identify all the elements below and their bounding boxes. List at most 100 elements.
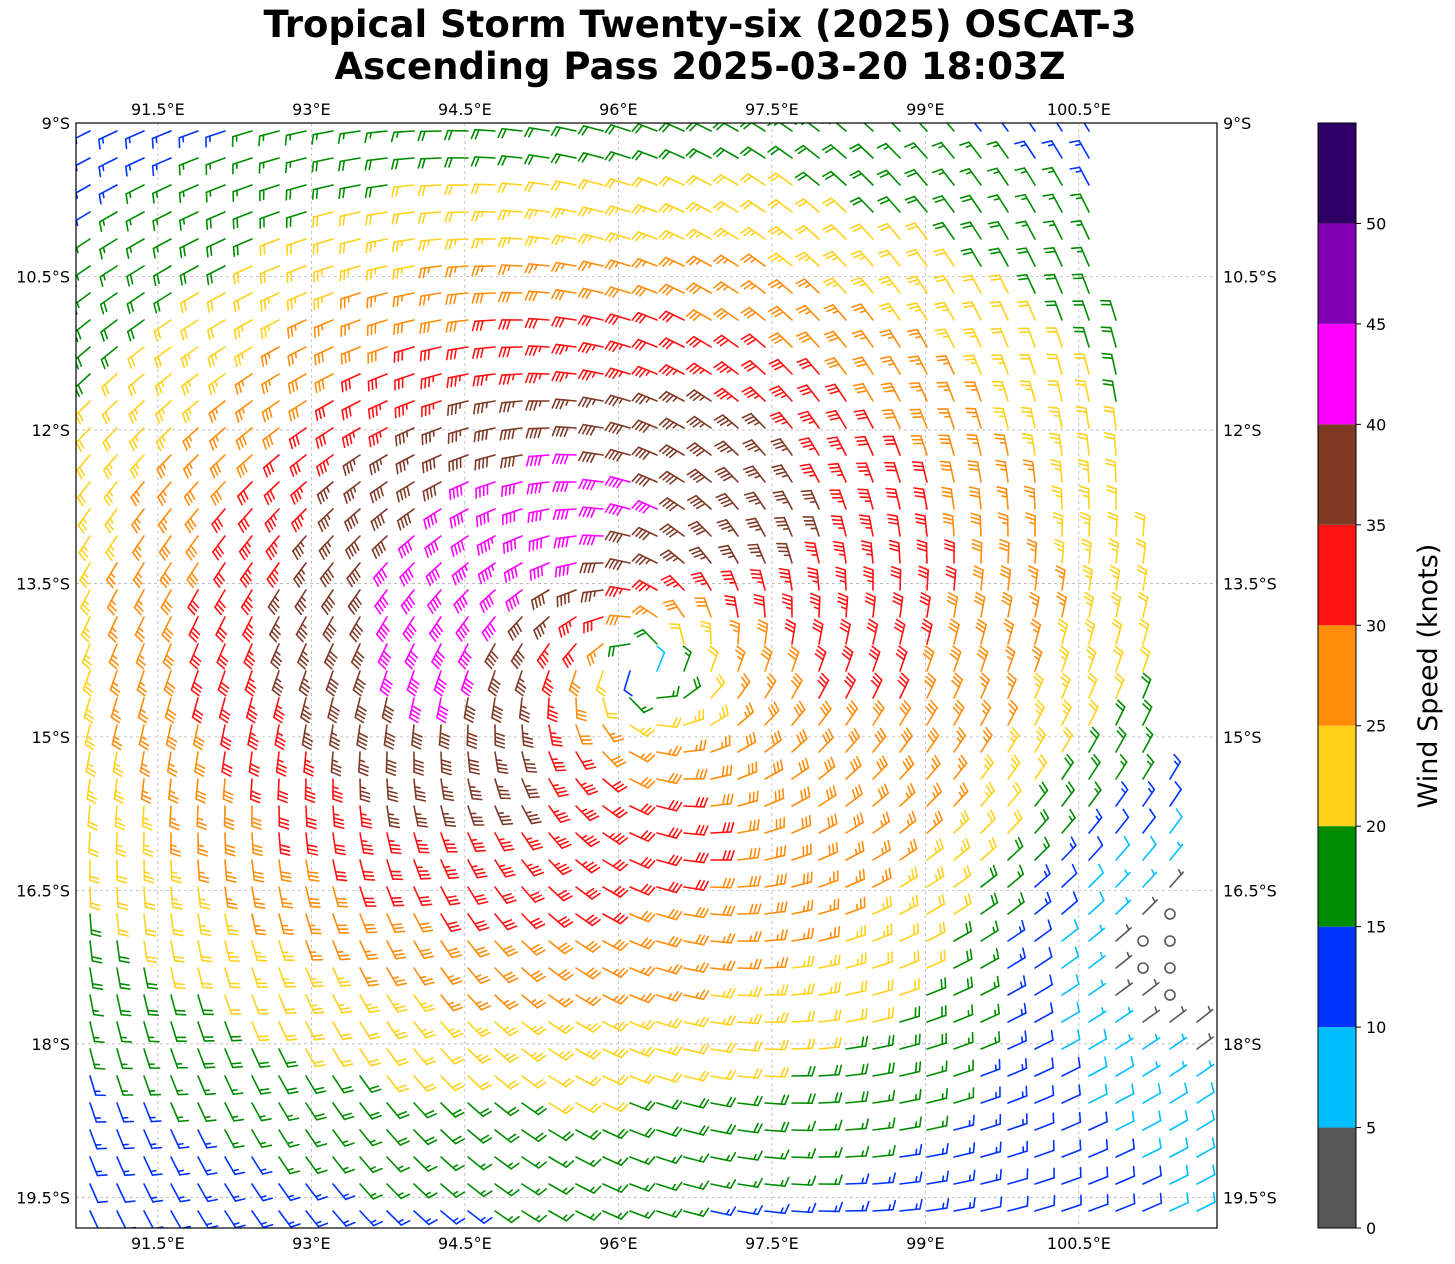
- wind-barb: [338, 157, 361, 172]
- wind-barb: [767, 225, 793, 240]
- wind-barb: [767, 172, 793, 186]
- wind-barb: [444, 129, 469, 141]
- lat-tick-label-right: 18°S: [1223, 1035, 1262, 1054]
- wind-barb: [179, 292, 199, 314]
- wind-barb: [963, 354, 982, 375]
- wind-barb: [1088, 1111, 1108, 1131]
- wind-barb: [818, 869, 839, 888]
- wind-barb: [548, 1156, 575, 1168]
- wind-barb: [818, 728, 834, 753]
- wind-barb: [926, 1170, 949, 1185]
- wind-barb: [1088, 1056, 1108, 1077]
- wind-barb: [764, 788, 785, 807]
- wind-barb: [116, 1048, 133, 1070]
- wind-barb: [895, 645, 908, 672]
- wind-barb: [791, 1202, 817, 1214]
- wind-barb: [926, 949, 947, 969]
- wind-barb: [849, 223, 874, 240]
- wind-barb: [953, 1142, 976, 1158]
- wind-barb: [498, 319, 523, 330]
- wind-barb: [764, 901, 788, 915]
- wind-barb: [170, 1102, 190, 1123]
- wind-barb: [494, 1129, 520, 1143]
- wind-barb: [575, 1210, 602, 1221]
- wind-barb: [278, 1021, 298, 1041]
- lat-tick-label-right: 12°S: [1223, 421, 1262, 440]
- wind-barb: [996, 485, 1009, 510]
- wind-barb: [182, 427, 199, 451]
- wind-barb: [143, 1021, 160, 1043]
- wind-barb: [878, 302, 901, 321]
- wind-barb: [76, 238, 91, 260]
- wind-barb: [877, 249, 901, 267]
- wind-barb: [1088, 952, 1106, 969]
- wind-barb: [904, 142, 928, 159]
- wind-barb: [1070, 246, 1090, 267]
- lon-tick-label-top: 100.5°E: [1047, 100, 1111, 119]
- wind-barb: [305, 994, 325, 1014]
- wind-barb: [710, 1179, 737, 1189]
- wind-barb: [631, 365, 658, 378]
- wind-barb: [1115, 1138, 1135, 1158]
- wind-barb: [1051, 485, 1063, 510]
- wind-barb: [602, 1210, 629, 1220]
- wind-barb: [737, 1068, 763, 1079]
- wind-barb: [682, 645, 692, 672]
- wind-barb: [1137, 591, 1149, 618]
- wind-barb: [170, 1129, 190, 1149]
- wind-barb: [153, 319, 172, 342]
- wind-barb: [794, 144, 820, 159]
- wind-barb: [266, 562, 280, 588]
- wind-barb: [548, 1129, 575, 1142]
- wind-barb: [366, 292, 388, 309]
- wind-barb: [467, 886, 489, 905]
- wind-barb: [1044, 300, 1063, 321]
- wind-barb: [1103, 405, 1117, 429]
- wind-barb: [1164, 962, 1176, 974]
- wind-barb: [710, 793, 734, 807]
- wind-barb: [338, 184, 361, 200]
- wind-barb: [143, 967, 159, 990]
- wind-barb: [551, 343, 577, 355]
- wind-barb: [575, 805, 600, 822]
- wind-barb: [139, 751, 151, 778]
- wind-barb: [795, 304, 820, 321]
- wind-barb: [629, 1209, 656, 1219]
- wind-barb: [737, 875, 762, 888]
- wind-barb: [524, 317, 550, 329]
- wind-barb: [134, 616, 145, 643]
- wind-barb: [818, 1064, 843, 1077]
- wind-barb: [369, 454, 388, 476]
- wind-barb: [497, 209, 523, 221]
- wind-barb: [953, 865, 972, 888]
- wind-barb: [467, 913, 490, 932]
- wind-barb: [332, 1210, 356, 1227]
- wind-barb: [494, 1102, 520, 1117]
- wind-barb: [359, 1210, 384, 1227]
- wind-barb: [1018, 354, 1036, 375]
- wind-barb: [332, 1129, 355, 1147]
- wind-barb: [1083, 591, 1095, 618]
- wind-barb: [224, 1075, 244, 1095]
- wind-barb: [287, 346, 307, 367]
- wind-barb: [379, 670, 393, 697]
- wind-barb: [1059, 645, 1070, 672]
- wind-barb: [818, 841, 839, 861]
- wind-barb: [505, 589, 523, 612]
- wind-barb: [1017, 327, 1036, 348]
- wind-barb: [998, 538, 1010, 564]
- wind-barb: [910, 435, 928, 456]
- wind-barb: [470, 128, 496, 140]
- wind-barb: [365, 238, 388, 254]
- wind-barb: [942, 512, 955, 537]
- wind-barb: [386, 994, 408, 1013]
- wind-barb: [394, 400, 415, 419]
- wind-barb: [818, 1201, 844, 1213]
- wind-barb: [413, 832, 430, 854]
- wind-barb: [1169, 1137, 1189, 1158]
- wind-barb: [604, 232, 631, 243]
- wind-barb: [764, 1203, 790, 1215]
- wind-barb: [359, 967, 380, 987]
- wind-barb: [899, 894, 919, 915]
- wind-barb: [1034, 1167, 1055, 1185]
